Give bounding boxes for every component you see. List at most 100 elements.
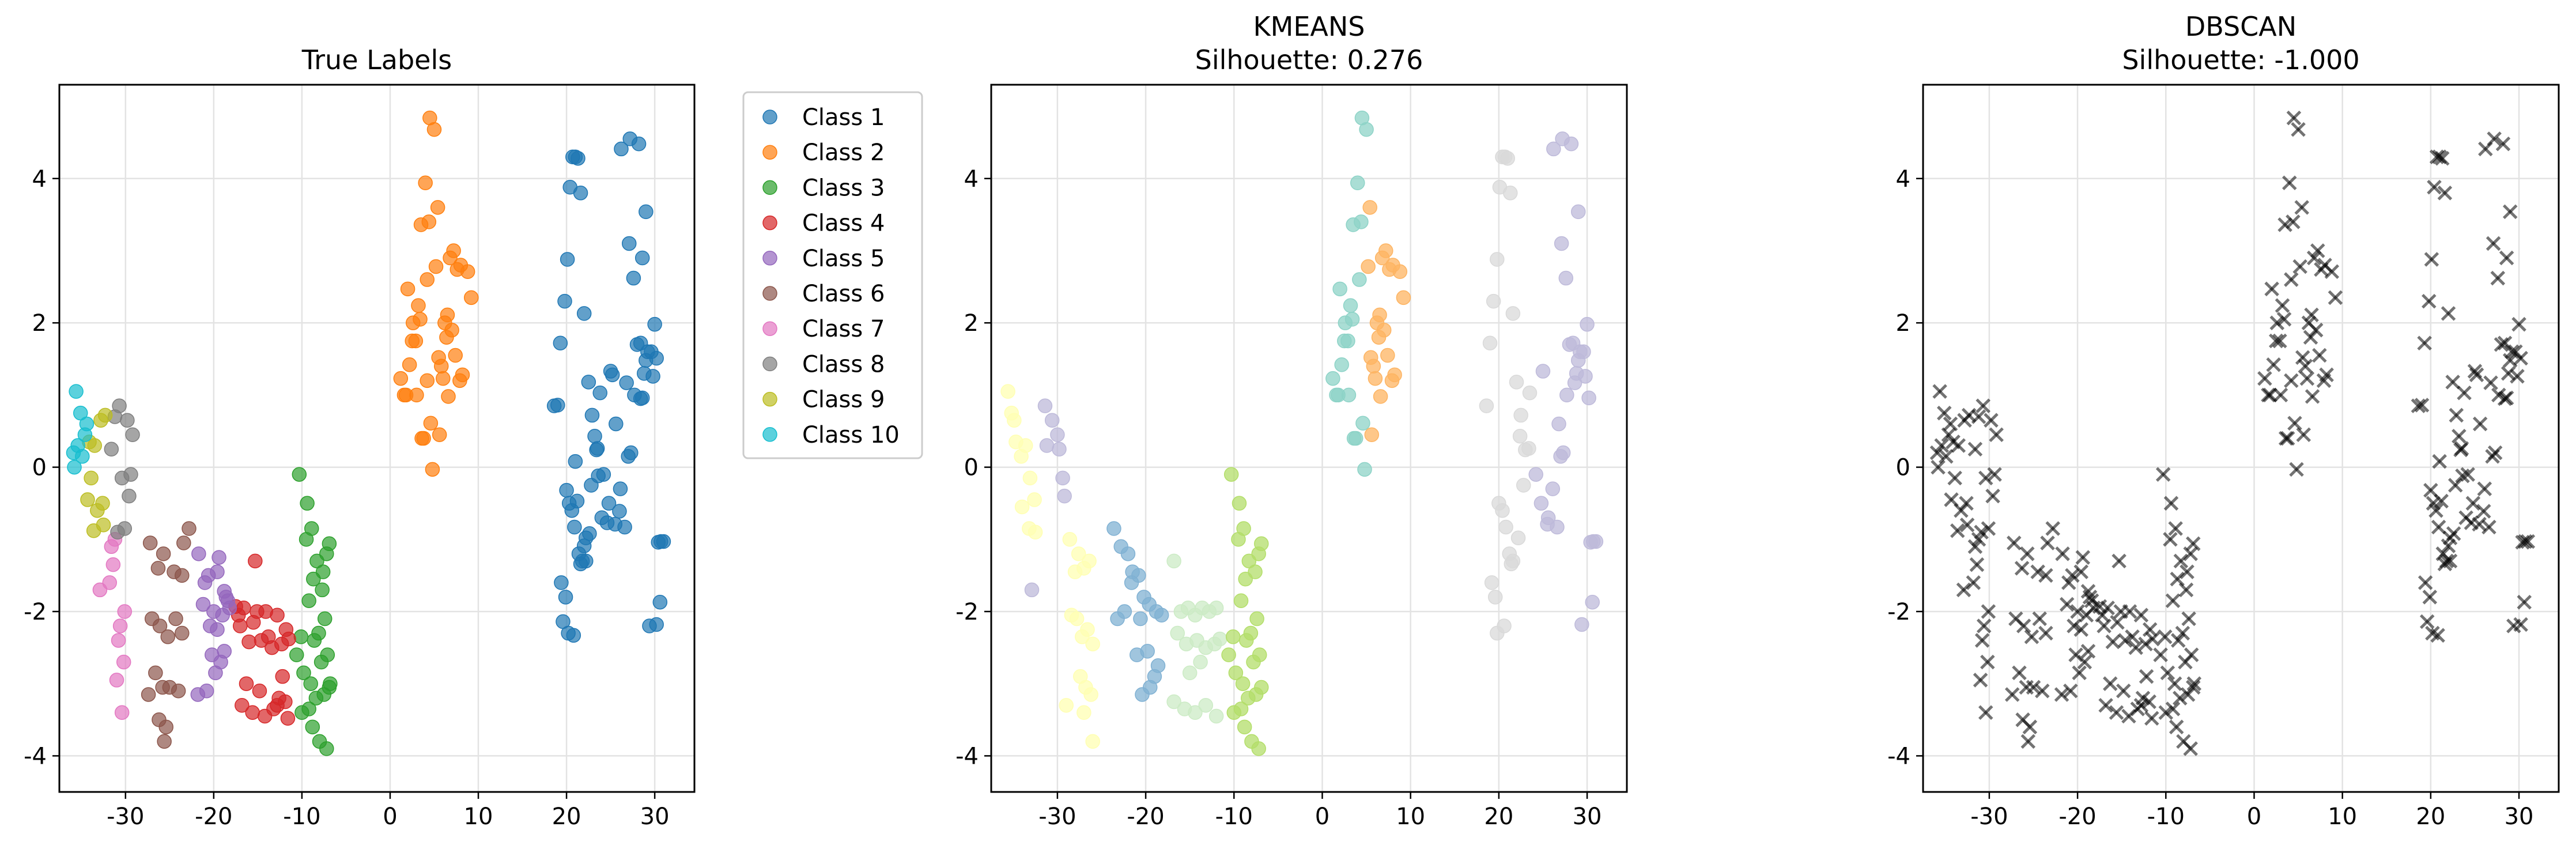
scatter-point: [2272, 333, 2287, 349]
scatter-point: [2070, 604, 2085, 619]
scatter-point: [647, 316, 662, 332]
x-tick-label: 10: [2328, 803, 2357, 830]
legend-label: Class 2: [802, 139, 885, 166]
scatter-point: [1334, 357, 1349, 372]
scatter-point: [2016, 618, 2031, 633]
legend-marker: [762, 180, 777, 195]
scatter-point: [1550, 519, 1565, 535]
scatter-point: [280, 711, 296, 726]
scatter-point: [2257, 371, 2272, 386]
scatter-point: [174, 625, 190, 641]
scatter-point: [613, 481, 628, 496]
scatter-point: [443, 250, 458, 266]
legend-label: Class 7: [802, 316, 885, 342]
legend-label: Class 8: [802, 351, 885, 378]
scatter-point: [80, 492, 95, 507]
scatter-point: [2317, 258, 2332, 273]
scatter-point: [1028, 525, 1043, 540]
scatter-point: [1486, 293, 1501, 309]
scatter-point: [428, 259, 444, 274]
scatter-point: [252, 683, 267, 699]
y-tick-label: -2: [955, 599, 979, 625]
scatter-point: [1352, 272, 1367, 287]
scatter-point: [1950, 523, 1965, 538]
scatter-point: [2183, 741, 2198, 756]
scatter-point: [2430, 628, 2445, 643]
scatter-point: [1359, 122, 1374, 137]
scatter-point: [2469, 367, 2484, 383]
scatter-point: [584, 407, 600, 423]
legend-label: Class 6: [802, 281, 885, 307]
scatter-point: [125, 427, 140, 442]
scatter-point: [1039, 438, 1055, 453]
scatter-point: [2032, 611, 2047, 627]
scatter-point: [1182, 665, 1198, 681]
scatter-point: [639, 204, 654, 220]
scatter-point: [293, 629, 309, 644]
scatter-point: [1120, 546, 1136, 561]
scatter-point: [102, 575, 117, 590]
scatter-point: [582, 526, 597, 541]
scatter-point: [142, 535, 158, 550]
scatter-point: [292, 467, 307, 482]
axes-frame: [58, 84, 696, 793]
scatter-point: [1559, 387, 1574, 403]
scatter-point: [1252, 647, 1267, 662]
scatter-point: [2299, 371, 2315, 386]
scatter-point: [2125, 629, 2140, 644]
scatter-point: [2306, 250, 2322, 266]
scatter-point: [1947, 470, 1962, 486]
scatter-point: [568, 454, 583, 469]
x-tick-label: 0: [2247, 803, 2261, 830]
scatter-point: [275, 669, 290, 684]
scatter-point: [2495, 136, 2511, 152]
scatter-point: [1581, 390, 1596, 406]
scatter-point: [1500, 150, 1515, 166]
scatter-point: [319, 741, 334, 756]
scatter-point: [418, 175, 433, 191]
scatter-point: [1083, 687, 1098, 702]
scatter-point: [437, 315, 452, 330]
scatter-point: [1521, 441, 1536, 456]
scatter-point: [2004, 687, 2020, 702]
scatter-point: [2287, 416, 2302, 431]
scatter-point: [1044, 413, 1060, 428]
scatter-point: [2180, 564, 2194, 579]
scatter-point: [2437, 556, 2453, 572]
scatter-point: [420, 373, 435, 388]
scatter-point: [2007, 535, 2022, 550]
legend-label: Class 5: [802, 246, 885, 272]
scatter-point: [199, 683, 214, 699]
scatter-point: [2263, 387, 2277, 403]
scatter-point: [2073, 564, 2088, 579]
scatter-point: [2112, 553, 2126, 569]
scatter-point: [2055, 546, 2070, 561]
scatter-point: [1570, 204, 1586, 220]
scatter-point: [448, 348, 463, 363]
scatter-point: [2178, 582, 2194, 598]
scatter-point: [576, 538, 592, 553]
scatter-point: [1503, 186, 1518, 201]
scatter-point: [2061, 575, 2076, 590]
scatter-point: [624, 445, 639, 461]
scatter-point: [289, 647, 304, 662]
scatter-point: [576, 306, 592, 321]
scatter-point: [95, 496, 110, 511]
scatter-point: [158, 719, 173, 735]
scatter-point: [1143, 680, 1158, 695]
scatter-point: [70, 438, 85, 453]
scatter-point: [421, 214, 437, 229]
scatter-point: [2490, 270, 2506, 286]
scatter-point: [320, 647, 335, 662]
y-tick-label: -4: [1887, 743, 1910, 769]
scatter-point: [2038, 568, 2053, 583]
scatter-point: [2012, 665, 2027, 681]
scatter-point: [1374, 250, 1390, 266]
scatter-point: [567, 519, 582, 535]
scatter-point: [210, 622, 225, 637]
scatter-point: [1082, 553, 1097, 569]
scatter-point: [2145, 631, 2160, 647]
scatter-point: [619, 375, 634, 390]
scatter-point: [592, 385, 607, 401]
